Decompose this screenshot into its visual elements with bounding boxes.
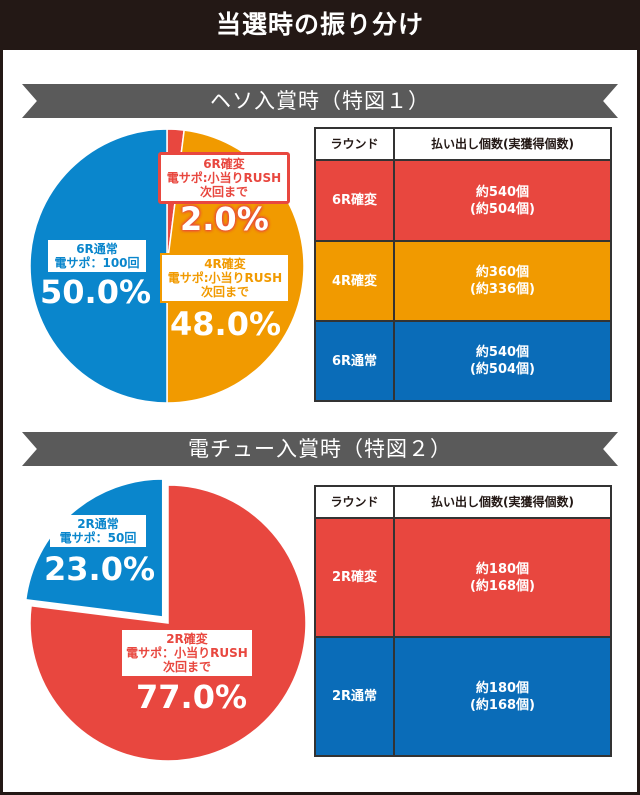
- table-row: 4R確変 約360個 (約336個): [314, 240, 612, 322]
- header-round: ラウンド: [314, 485, 395, 519]
- payout-table-denchu: ラウンド 払い出し個数(実獲得個数) 2R確変 約180個 (約168個) 2R通常約…: [314, 485, 612, 757]
- round-cell: 6R確変: [314, 159, 395, 242]
- round-cell: 6R通常: [314, 320, 395, 402]
- pie-chart-denchu: [24, 478, 307, 762]
- page-title: 当選時の振り分け: [0, 0, 640, 50]
- table-row: 6R通常 約540個 (約504個): [314, 320, 612, 402]
- slice-label-6r-tsujo: 6R通常 電サポ：100回: [48, 240, 146, 272]
- round-cell: 4R確変: [314, 240, 395, 322]
- pie-slice-2R通常: [24, 478, 164, 618]
- slice-label-4r-kakuhen: 4R確変 電サポ:小当りRUSH 次回まで: [160, 253, 290, 303]
- slice-label-2r-kakuhen: 2R確変 電サポ：小当りRUSH 次回まで: [122, 630, 252, 676]
- header-payout: 払い出し個数(実獲得個数): [393, 485, 612, 519]
- payout-cell: 約360個 (約336個): [393, 240, 612, 322]
- payout-cell: 約180個 (約168個): [393, 636, 612, 757]
- slice-pct-4r-kakuhen: 48.0%: [170, 305, 282, 343]
- slice-label-6r-kakuhen: 6R確変 電サポ:小当りRUSH 次回まで: [158, 152, 290, 204]
- slice-pct-6r-kakuhen: 2.0%: [180, 200, 269, 238]
- table-row: 2R通常 約180個 (約168個): [314, 636, 612, 757]
- slice-pct-6r-tsujo: 50.0%: [40, 273, 152, 311]
- header-round: ラウンド: [314, 127, 395, 161]
- slice-pct-2r-tsujo: 23.0%: [44, 550, 156, 588]
- header-payout: 払い出し個数(実獲得個数): [393, 127, 612, 161]
- section-heading-1: ヘソ入賞時（特図１）: [22, 84, 618, 118]
- payout-cell: 約540個 (約504個): [393, 159, 612, 242]
- round-cell: 2R確変: [314, 517, 395, 638]
- payout-cell: 約180個 (約168個): [393, 517, 612, 638]
- round-cell: 2R通常: [314, 636, 395, 757]
- table-row: 6R確変 約540個 (約504個): [314, 159, 612, 242]
- slice-pct-2r-kakuhen: 77.0%: [136, 678, 248, 716]
- table-row: 2R確変 約180個 (約168個): [314, 517, 612, 638]
- slice-label-2r-tsujo: 2R通常 電サポ：50回: [50, 515, 146, 547]
- section-heading-2: 電チュー入賞時（特図２）: [22, 432, 618, 466]
- payout-cell: 約540個 (約504個): [393, 320, 612, 402]
- pie-slice-2R確変: [29, 484, 307, 762]
- payout-table-heso: ラウンド 払い出し個数(実獲得個数) 6R確変 約540個 (約504個) 4R確変約…: [314, 127, 612, 402]
